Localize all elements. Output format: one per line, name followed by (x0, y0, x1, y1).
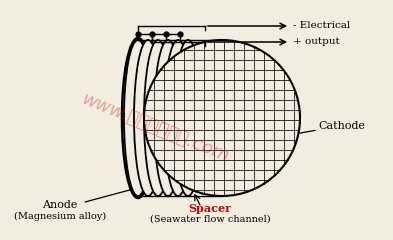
Ellipse shape (124, 40, 152, 196)
Text: - Electrical: - Electrical (293, 22, 350, 30)
Text: (Magnesium alloy): (Magnesium alloy) (14, 211, 106, 221)
Text: (Seawater flow channel): (Seawater flow channel) (150, 215, 270, 223)
Ellipse shape (134, 40, 162, 196)
Text: Cathode: Cathode (265, 121, 365, 141)
Text: www.芯片子发烧友.com: www.芯片子发烧友.com (79, 90, 231, 166)
Text: Spacer: Spacer (189, 203, 231, 214)
Ellipse shape (164, 40, 192, 196)
Ellipse shape (144, 40, 172, 196)
Text: Anode: Anode (42, 200, 78, 210)
Circle shape (144, 40, 300, 196)
Text: + output: + output (293, 37, 340, 47)
Ellipse shape (174, 40, 202, 196)
Ellipse shape (154, 40, 182, 196)
